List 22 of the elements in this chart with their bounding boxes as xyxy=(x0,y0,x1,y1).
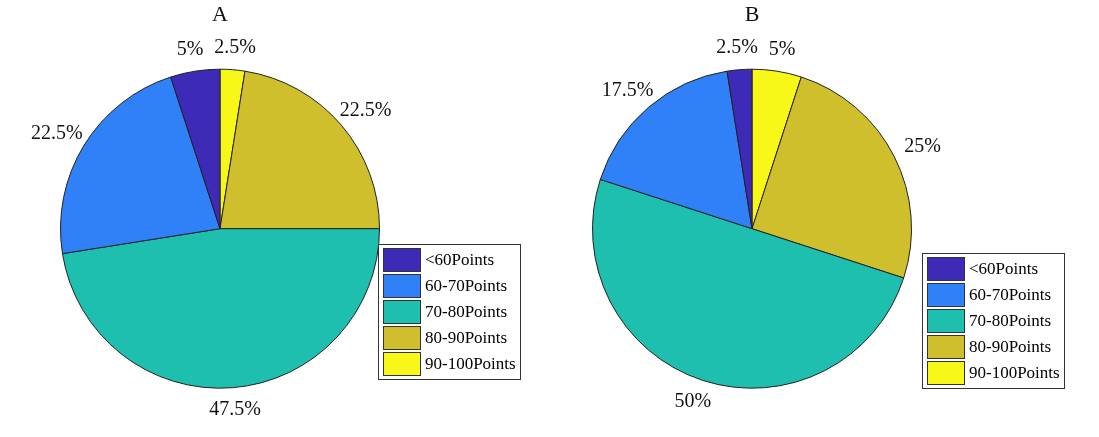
data-label: 47.5% xyxy=(209,396,261,419)
legend-label: 70-80Points xyxy=(969,310,1052,332)
chart-title: A xyxy=(212,0,229,26)
legend-label: 90-100Points xyxy=(969,362,1060,384)
data-label: 22.5% xyxy=(30,121,83,144)
data-label: 50% xyxy=(674,388,712,411)
chart-title: B xyxy=(744,0,760,26)
data-label: 5% xyxy=(176,36,204,59)
legend-label: 60-70Points xyxy=(425,275,508,297)
data-label: 2.5% xyxy=(716,35,758,58)
legend-label: 80-90Points xyxy=(425,327,508,349)
data-label: 2.5% xyxy=(214,35,256,58)
legend-label: 60-70Points xyxy=(969,284,1052,306)
data-label: 17.5% xyxy=(601,77,654,100)
legend-label: 70-80Points xyxy=(425,301,508,323)
legend-label: <60Points xyxy=(969,258,1039,280)
data-label: 25% xyxy=(904,133,941,156)
legend-label: 80-90Points xyxy=(969,336,1052,358)
legend-label: <60Points xyxy=(425,249,495,271)
legend-label: 90-100Points xyxy=(425,353,516,375)
data-label: 5% xyxy=(768,36,796,59)
data-label: 22.5% xyxy=(339,98,392,121)
